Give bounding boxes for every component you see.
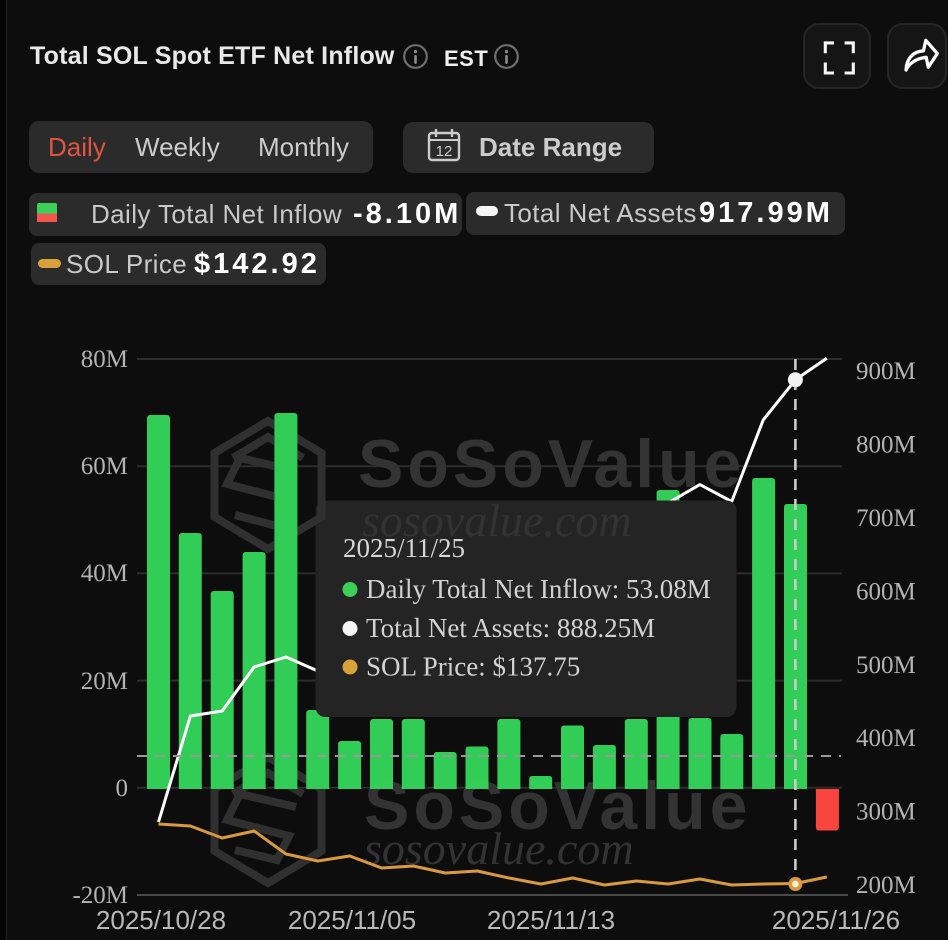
- svg-text:600M: 600M: [856, 578, 916, 605]
- svg-text:SOL Price: $137.75: SOL Price: $137.75: [366, 652, 580, 682]
- svg-text:400M: 400M: [856, 725, 916, 752]
- svg-text:900M: 900M: [856, 358, 916, 385]
- svg-text:Total Net Assets: 888.25M: Total Net Assets: 888.25M: [366, 613, 655, 643]
- svg-text:0: 0: [116, 775, 129, 802]
- svg-text:300M: 300M: [856, 799, 916, 826]
- svg-text:12: 12: [436, 143, 453, 160]
- svg-text:Daily Total Net Inflow: 53.08M: Daily Total Net Inflow: 53.08M: [366, 574, 711, 604]
- svg-text:2025/11/13: 2025/11/13: [487, 905, 615, 935]
- svg-text:sosovalue.com: sosovalue.com: [362, 495, 632, 546]
- svg-text:sosovalue.com: sosovalue.com: [364, 823, 634, 874]
- svg-text:2025/10/28: 2025/10/28: [96, 905, 226, 935]
- svg-text:60M: 60M: [81, 453, 128, 480]
- svg-text:2025/11/05: 2025/11/05: [288, 905, 416, 935]
- svg-text:SoSoValue: SoSoValue: [364, 768, 751, 844]
- svg-text:500M: 500M: [856, 652, 916, 679]
- svg-text:800M: 800M: [856, 432, 916, 459]
- svg-text:2025/11/25: 2025/11/25: [343, 533, 465, 563]
- svg-text:-20M: -20M: [72, 882, 128, 909]
- svg-text:2025/11/26: 2025/11/26: [772, 905, 900, 935]
- svg-text:700M: 700M: [856, 505, 916, 532]
- svg-text:SoSoValue: SoSoValue: [358, 426, 745, 502]
- svg-text:200M: 200M: [856, 872, 916, 899]
- svg-text:80M: 80M: [81, 346, 128, 373]
- svg-text:40M: 40M: [81, 560, 128, 587]
- svg-text:20M: 20M: [81, 668, 128, 695]
